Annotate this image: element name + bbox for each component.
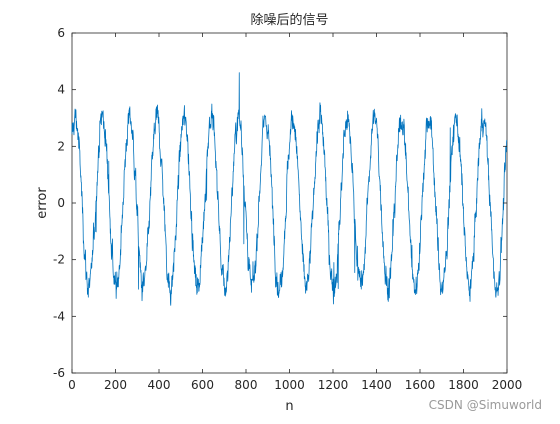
x-tick-label: 1200 bbox=[318, 378, 349, 392]
x-axis-label: n bbox=[285, 399, 293, 414]
x-tick-label: 1800 bbox=[448, 378, 479, 392]
x-tick-label: 1400 bbox=[361, 378, 392, 392]
y-axis-label: error bbox=[35, 187, 50, 219]
x-axis-ticks: 0 200 400 600 800 1000 1200 1400 1600 1800 2000 bbox=[68, 33, 522, 392]
series-error-signal bbox=[71, 72, 508, 306]
plot-area bbox=[71, 32, 508, 374]
y-tick-label: 2 bbox=[57, 139, 65, 153]
x-tick-label: 600 bbox=[191, 378, 214, 392]
x-tick-label: 2000 bbox=[492, 378, 523, 392]
y-tick-label: 0 bbox=[57, 196, 65, 210]
y-tick-label: 4 bbox=[57, 83, 65, 97]
y-tick-label: -6 bbox=[53, 366, 65, 380]
x-tick-label: 1600 bbox=[405, 378, 436, 392]
x-tick-label: 800 bbox=[235, 378, 258, 392]
y-tick-label: 6 bbox=[57, 26, 65, 40]
signal-line bbox=[71, 72, 508, 306]
y-tick-label: -4 bbox=[53, 309, 65, 323]
watermark: CSDN @Simuworld bbox=[428, 398, 542, 412]
x-tick-label: 0 bbox=[68, 378, 76, 392]
y-axis-ticks: -6 -4 -2 0 2 4 6 bbox=[53, 26, 507, 380]
y-tick-label: -2 bbox=[53, 253, 65, 267]
axes bbox=[71, 32, 508, 374]
x-tick-label: 1000 bbox=[274, 378, 305, 392]
x-tick-label: 400 bbox=[148, 378, 171, 392]
x-tick-label: 200 bbox=[104, 378, 127, 392]
chart-title: 除噪后的信号 bbox=[250, 12, 328, 28]
